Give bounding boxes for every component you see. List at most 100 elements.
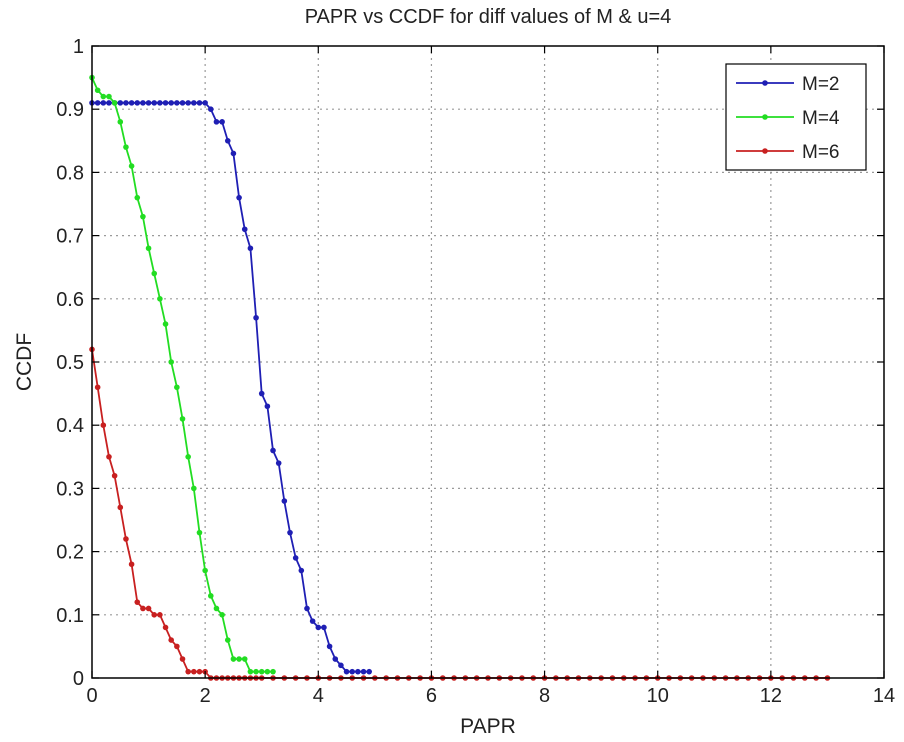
data-point bbox=[94, 100, 101, 106]
data-point bbox=[151, 270, 158, 277]
legend-label: M=4 bbox=[802, 108, 840, 129]
data-point bbox=[123, 144, 129, 150]
data-point bbox=[213, 605, 220, 612]
data-point bbox=[247, 668, 254, 675]
data-point bbox=[134, 194, 141, 201]
data-point bbox=[213, 119, 220, 125]
data-point bbox=[343, 668, 350, 675]
data-point bbox=[179, 100, 186, 106]
data-point bbox=[196, 529, 203, 536]
data-point bbox=[185, 454, 191, 460]
data-point bbox=[128, 100, 135, 106]
y-tick-label: 1 bbox=[73, 36, 84, 58]
data-point bbox=[185, 668, 191, 675]
legend-marker bbox=[762, 148, 768, 154]
y-tick-label: 0.2 bbox=[56, 542, 84, 564]
data-point bbox=[168, 100, 174, 106]
data-point bbox=[292, 555, 299, 561]
data-point bbox=[224, 637, 231, 643]
data-point bbox=[123, 100, 129, 106]
data-point bbox=[287, 529, 293, 536]
data-point bbox=[264, 403, 271, 410]
data-point bbox=[326, 643, 333, 650]
x-axis-label: PAPR bbox=[460, 715, 516, 738]
data-point bbox=[157, 100, 163, 106]
data-point bbox=[162, 100, 169, 106]
data-point bbox=[253, 668, 259, 675]
data-point bbox=[196, 100, 203, 106]
data-point bbox=[151, 612, 158, 618]
data-point bbox=[264, 668, 271, 675]
x-tick-label: 8 bbox=[539, 685, 550, 707]
data-point bbox=[191, 100, 197, 106]
data-point bbox=[230, 150, 237, 157]
data-point bbox=[100, 93, 107, 100]
data-point bbox=[134, 100, 141, 106]
x-tick-label: 12 bbox=[760, 685, 782, 707]
grid bbox=[92, 46, 884, 678]
data-point bbox=[196, 668, 203, 675]
x-tick-label: 2 bbox=[200, 685, 211, 707]
x-tick-label: 10 bbox=[647, 685, 669, 707]
data-point bbox=[117, 119, 124, 125]
legend-label: M=2 bbox=[802, 74, 840, 95]
data-point bbox=[174, 384, 180, 391]
data-point bbox=[338, 662, 344, 669]
data-point bbox=[162, 624, 169, 631]
data-point bbox=[117, 504, 124, 511]
data-point bbox=[208, 106, 214, 112]
chart-title: PAPR vs CCDF for diff values of M & u=4 bbox=[305, 6, 672, 28]
data-point bbox=[117, 100, 124, 106]
data-point bbox=[140, 213, 146, 220]
data-point bbox=[128, 163, 135, 169]
data-point bbox=[157, 296, 163, 302]
data-point bbox=[185, 100, 191, 106]
data-point bbox=[140, 605, 146, 612]
data-point bbox=[332, 656, 339, 662]
data-point bbox=[366, 668, 373, 675]
data-point bbox=[224, 138, 231, 144]
data-point bbox=[360, 668, 367, 675]
data-point bbox=[145, 245, 152, 252]
data-point bbox=[94, 384, 101, 391]
y-tick-label: 0.8 bbox=[56, 162, 84, 184]
data-point bbox=[157, 612, 163, 618]
data-point bbox=[174, 643, 180, 650]
data-point bbox=[309, 618, 316, 624]
y-tick-label: 0.9 bbox=[56, 99, 84, 121]
data-point bbox=[168, 359, 174, 365]
x-tick-label: 14 bbox=[873, 685, 895, 707]
data-point bbox=[349, 668, 356, 675]
data-point bbox=[145, 100, 152, 106]
ticks: 0 2 4 6 8 10 12 14 0 0.1 0.2 0.3 0.4 0.5 0.6 0.7 0.8 0.9 1 bbox=[56, 36, 895, 707]
series-m4 bbox=[89, 74, 276, 675]
data-point bbox=[140, 100, 146, 106]
data-point bbox=[162, 321, 169, 327]
data-point bbox=[191, 485, 197, 492]
data-point bbox=[174, 100, 180, 106]
data-point bbox=[247, 245, 254, 252]
data-point bbox=[281, 498, 288, 504]
data-point bbox=[168, 637, 174, 643]
data-point bbox=[100, 422, 107, 429]
data-point bbox=[315, 624, 322, 631]
x-tick-label: 0 bbox=[86, 685, 97, 707]
y-tick-label: 0.6 bbox=[56, 289, 84, 311]
data-point bbox=[236, 194, 242, 201]
data-point bbox=[202, 100, 208, 106]
data-point bbox=[106, 93, 112, 100]
data-point bbox=[355, 668, 361, 675]
data-point bbox=[202, 567, 208, 574]
data-point bbox=[106, 454, 112, 460]
legend-marker bbox=[762, 114, 768, 120]
data-point bbox=[100, 100, 107, 106]
legend-marker bbox=[762, 80, 768, 86]
legend-label: M=6 bbox=[802, 142, 840, 163]
legend: M=2 M=4 M=6 bbox=[725, 63, 867, 171]
x-tick-label: 6 bbox=[426, 685, 437, 707]
x-tick-label: 4 bbox=[313, 685, 324, 707]
data-point bbox=[241, 226, 248, 233]
data-point bbox=[241, 656, 248, 662]
data-point bbox=[304, 605, 310, 612]
